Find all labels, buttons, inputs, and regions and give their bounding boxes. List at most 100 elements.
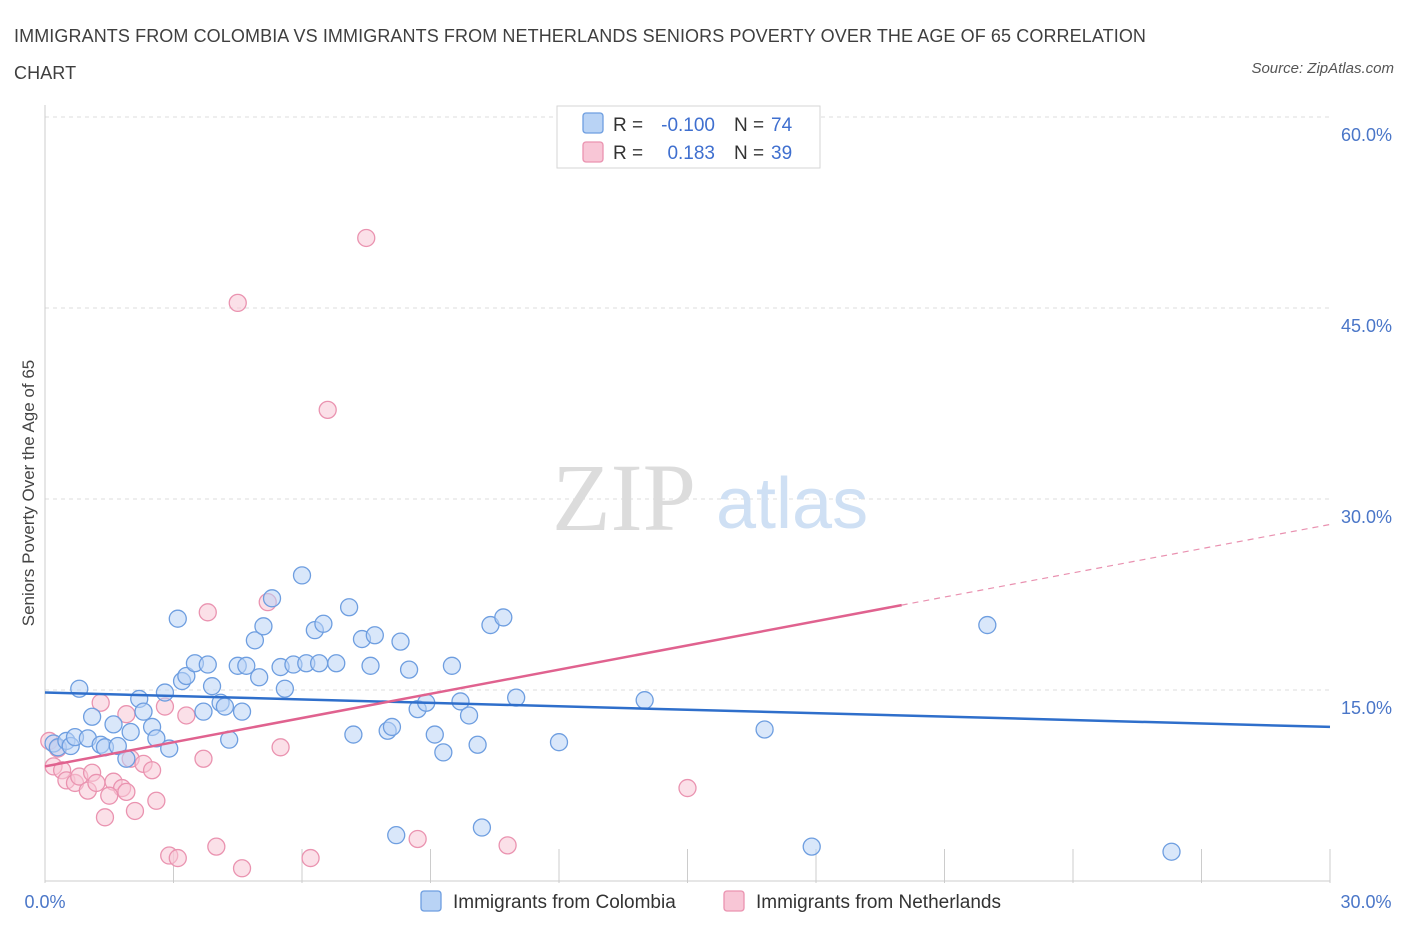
netherlands-point [194, 749, 213, 768]
x-tick-label-max: 30.0% [1340, 892, 1391, 912]
colombia-point [232, 702, 252, 721]
colombia-point [168, 609, 187, 628]
colombia-point [108, 736, 127, 756]
netherlands-points [40, 228, 697, 878]
colombia-point [802, 837, 821, 856]
netherlands-point [142, 761, 162, 780]
colombia-point [245, 631, 265, 650]
colombia-point [635, 691, 654, 710]
netherlands-point [198, 603, 217, 622]
legend-n-label-netherlands: N = [734, 143, 764, 164]
netherlands-point [87, 773, 106, 793]
colombia-point [434, 743, 453, 762]
chart-title: IMMIGRANTS FROM COLOMBIA VS IMMIGRANTS F… [14, 26, 1147, 83]
colombia-point [459, 706, 479, 725]
colombia-points [44, 566, 1181, 861]
netherlands-point [357, 228, 376, 248]
watermark: ZIP atlas [552, 444, 868, 551]
colombia-point [147, 729, 166, 748]
netherlands-point [147, 791, 166, 810]
netherlands-point [408, 829, 427, 849]
legend-swatch-colombia [582, 112, 604, 134]
colombia-point [399, 660, 419, 679]
watermark-atlas: atlas [716, 464, 868, 544]
colombia-point [202, 677, 222, 696]
netherlands-point [177, 706, 196, 725]
colombia-point [391, 632, 410, 651]
colombia-point [451, 692, 470, 711]
series-legend-swatch-netherlands [723, 890, 745, 912]
colombia-point [425, 725, 444, 744]
colombia-point [507, 688, 526, 707]
colombia-point [755, 720, 774, 739]
colombia-point [155, 683, 175, 702]
colombia-point [327, 654, 346, 673]
colombia-point [494, 608, 513, 627]
series-legend-label-colombia: Immigrants from Colombia [453, 892, 676, 913]
series-legend: Immigrants from Colombia Immigrants from… [420, 890, 1001, 913]
colombia-point [314, 614, 333, 633]
grid-lines [45, 116, 1330, 691]
netherlands-point [228, 293, 247, 313]
trend-lines [44, 523, 1331, 768]
colombia-point [254, 617, 273, 636]
colombia-point [250, 668, 269, 687]
netherlands-point [271, 738, 290, 757]
legend-swatch-netherlands [582, 141, 604, 163]
legend-n-value-netherlands: 39 [771, 143, 792, 164]
colombia-point [104, 715, 123, 734]
colombia-point [365, 626, 384, 645]
x-tick-label-min: 0.0% [24, 892, 65, 912]
colombia-point [387, 826, 406, 845]
netherlands-point [168, 848, 187, 868]
netherlands-point [498, 836, 517, 855]
colombia-point [978, 615, 997, 635]
legend-r-value-netherlands: 0.183 [667, 143, 715, 164]
colombia-point [442, 656, 462, 675]
netherlands-point [301, 848, 320, 868]
colombia-point [194, 702, 213, 721]
colombia-point [309, 654, 329, 673]
colombia-point [468, 735, 487, 754]
colombia-point [262, 589, 282, 608]
colombia-trend-line [44, 691, 1331, 729]
colombia-point [361, 656, 380, 675]
netherlands-point [100, 786, 119, 805]
y-tick-label: 45.0% [1341, 316, 1392, 336]
legend-r-value-colombia: -0.100 [661, 115, 715, 136]
netherlands-point [678, 778, 697, 798]
colombia-point [292, 566, 312, 585]
netherlands-point [117, 782, 136, 802]
colombia-point [382, 717, 402, 737]
watermark-zip: ZIP [552, 444, 696, 551]
colombia-point [344, 725, 363, 744]
netherlands-trend-line [44, 603, 902, 768]
netherlands-trend-line-extension [901, 523, 1331, 606]
colombia-point [82, 707, 102, 726]
legend-n-value-colombia: 74 [771, 115, 793, 136]
colombia-point [121, 722, 140, 742]
y-tick-labels: 15.0% 30.0% 45.0% 60.0% [1341, 125, 1392, 718]
colombia-point [472, 818, 492, 837]
colombia-point [339, 598, 359, 617]
colombia-point [198, 655, 217, 674]
stats-legend: R = -0.100 N = 74 R = 0.183 N = 39 [556, 105, 821, 169]
y-tick-label: 60.0% [1341, 125, 1392, 145]
netherlands-point [318, 400, 337, 420]
colombia-point [177, 666, 196, 686]
series-legend-swatch-colombia [420, 890, 442, 912]
colombia-point [549, 733, 569, 752]
colombia-point [215, 697, 235, 716]
netherlands-point [232, 859, 252, 878]
legend-r-label-colombia: R = [613, 115, 643, 136]
legend-r-label-netherlands: R = [613, 143, 643, 164]
series-legend-label-netherlands: Immigrants from Netherlands [756, 892, 1001, 913]
y-axis-title: Seniors Poverty Over the Age of 65 [19, 360, 38, 626]
colombia-point [237, 656, 256, 675]
colombia-point [275, 679, 295, 698]
source-label: Source: ZipAtlas.com [1251, 60, 1394, 77]
netherlands-point [125, 801, 145, 821]
colombia-point [1162, 842, 1181, 861]
y-tick-label: 15.0% [1341, 698, 1392, 718]
